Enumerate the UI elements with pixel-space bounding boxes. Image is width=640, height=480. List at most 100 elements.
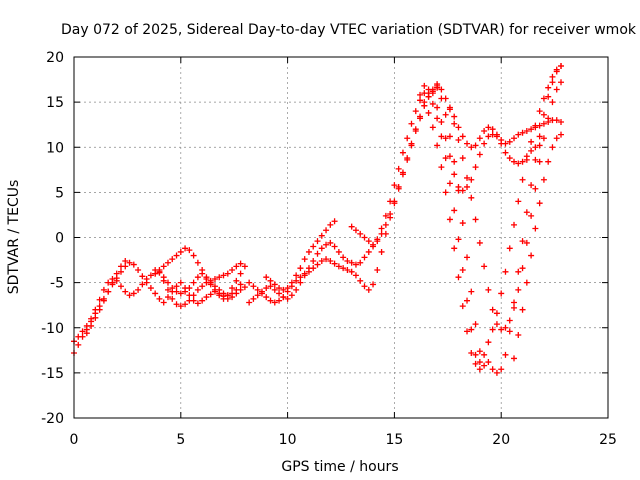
data-point bbox=[442, 135, 449, 142]
data-point bbox=[506, 328, 513, 335]
data-point bbox=[271, 281, 278, 288]
y-axis-label: SDTVAR / TECUs bbox=[6, 180, 22, 295]
data-point bbox=[511, 304, 518, 311]
data-point bbox=[357, 277, 364, 284]
data-point bbox=[173, 301, 180, 308]
data-point bbox=[519, 176, 526, 183]
data-point bbox=[429, 100, 436, 107]
data-point bbox=[293, 272, 300, 279]
data-point bbox=[489, 326, 496, 333]
data-point bbox=[182, 301, 189, 308]
data-point bbox=[152, 290, 159, 297]
data-point bbox=[293, 277, 300, 284]
x-tick-label: 10 bbox=[279, 432, 297, 448]
data-point bbox=[100, 297, 107, 304]
data-point bbox=[160, 263, 167, 270]
data-point bbox=[92, 314, 99, 321]
data-point bbox=[476, 135, 483, 142]
data-point bbox=[468, 350, 475, 357]
data-point bbox=[203, 294, 210, 301]
data-point bbox=[464, 140, 471, 147]
data-point bbox=[502, 324, 509, 331]
data-point bbox=[391, 182, 398, 189]
data-point bbox=[468, 144, 475, 151]
data-point bbox=[417, 91, 424, 98]
data-point bbox=[190, 279, 197, 286]
plot-frame bbox=[73, 56, 609, 419]
data-point bbox=[79, 328, 86, 335]
data-point bbox=[207, 291, 214, 298]
data-point bbox=[399, 149, 406, 156]
data-point bbox=[143, 276, 150, 283]
data-point bbox=[429, 124, 436, 131]
y-tick-label: 0 bbox=[55, 231, 64, 247]
data-point bbox=[233, 277, 240, 284]
data-point bbox=[502, 351, 509, 358]
data-point bbox=[476, 348, 483, 355]
data-point bbox=[481, 351, 488, 358]
data-point bbox=[459, 220, 466, 227]
grid bbox=[74, 57, 608, 418]
data-point bbox=[173, 252, 180, 259]
data-point bbox=[446, 133, 453, 140]
data-point bbox=[451, 120, 458, 127]
data-point bbox=[135, 286, 142, 293]
x-axis-label: GPS time / hours bbox=[281, 459, 398, 475]
data-point bbox=[254, 292, 261, 299]
data-point bbox=[194, 259, 201, 266]
data-point bbox=[348, 223, 355, 230]
data-point bbox=[489, 306, 496, 313]
data-point bbox=[498, 326, 505, 333]
data-point bbox=[109, 279, 116, 286]
data-point bbox=[357, 230, 364, 237]
data-point bbox=[545, 158, 552, 165]
data-point bbox=[455, 124, 462, 131]
data-point bbox=[263, 274, 270, 281]
data-point bbox=[314, 250, 321, 257]
data-point bbox=[387, 214, 394, 221]
data-point bbox=[528, 212, 535, 219]
data-point bbox=[288, 292, 295, 299]
data-point bbox=[207, 279, 214, 286]
data-point bbox=[75, 341, 82, 348]
data-point bbox=[455, 183, 462, 190]
data-point bbox=[361, 254, 368, 261]
data-point bbox=[532, 225, 539, 232]
data-point bbox=[391, 200, 398, 207]
data-point bbox=[122, 288, 129, 295]
data-point bbox=[476, 366, 483, 373]
data-point bbox=[177, 290, 184, 297]
data-series bbox=[421, 82, 483, 373]
data-point bbox=[314, 238, 321, 245]
data-point bbox=[511, 158, 518, 165]
data-point bbox=[271, 286, 278, 293]
data-point bbox=[540, 120, 547, 127]
data-point bbox=[96, 306, 103, 313]
data-point bbox=[276, 290, 283, 297]
data-point bbox=[254, 286, 261, 293]
data-point bbox=[545, 118, 552, 125]
data-point bbox=[442, 155, 449, 162]
data-point bbox=[511, 299, 518, 306]
data-point bbox=[498, 290, 505, 297]
data-point bbox=[528, 252, 535, 259]
data-point bbox=[160, 277, 167, 284]
data-point bbox=[451, 113, 458, 120]
data-point bbox=[186, 247, 193, 254]
data-point bbox=[528, 147, 535, 154]
data-series bbox=[417, 91, 479, 367]
data-point bbox=[434, 104, 441, 111]
data-point bbox=[203, 274, 210, 281]
y-tick-label: 20 bbox=[46, 50, 64, 66]
data-point bbox=[472, 351, 479, 358]
data-point bbox=[344, 257, 351, 264]
data-point bbox=[545, 84, 552, 91]
data-point bbox=[293, 286, 300, 293]
data-point bbox=[139, 273, 146, 280]
data-point bbox=[340, 254, 347, 261]
data-point bbox=[506, 245, 513, 252]
data-point bbox=[515, 268, 522, 275]
data-point bbox=[318, 232, 325, 239]
data-point bbox=[331, 218, 338, 225]
data-point bbox=[558, 118, 565, 125]
